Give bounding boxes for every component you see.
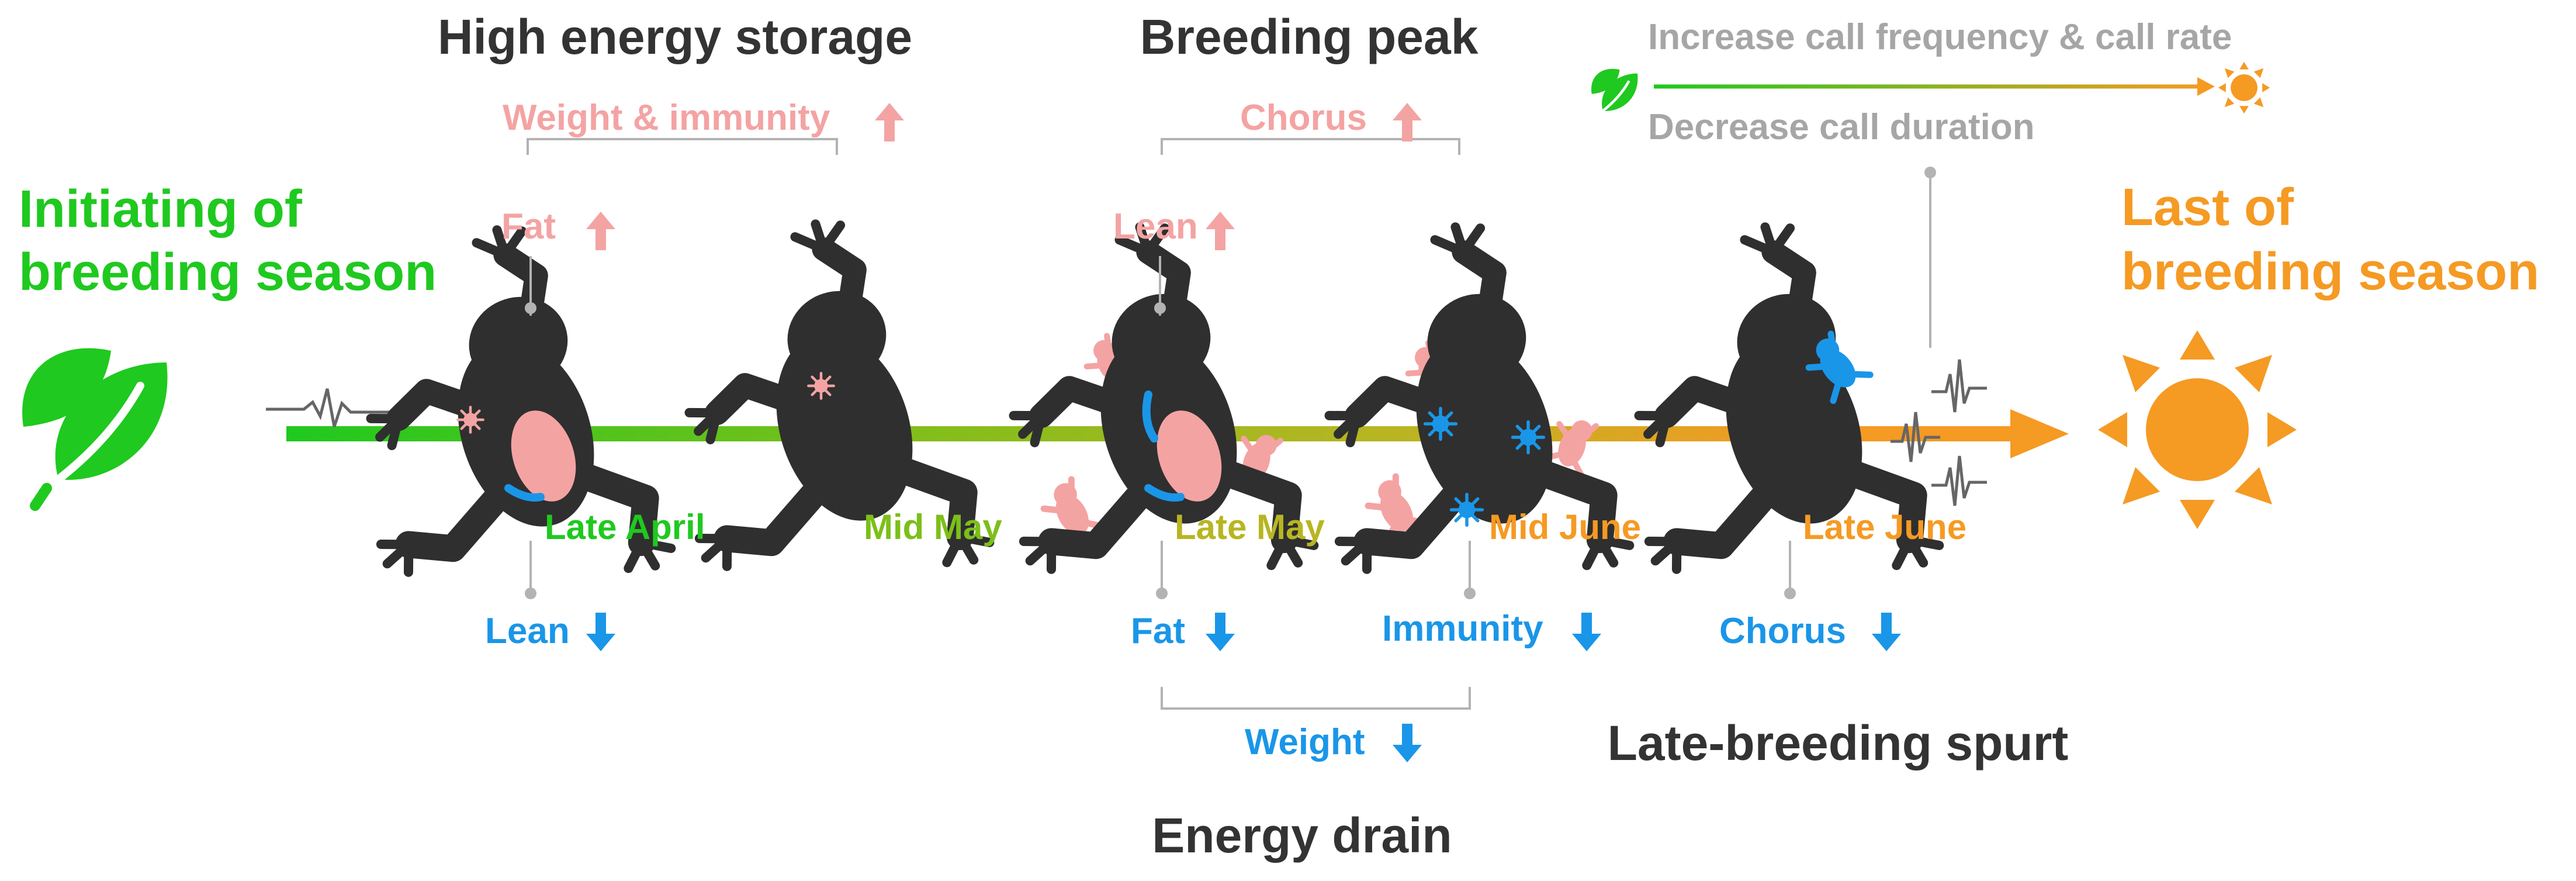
down-arrow-icon [1393, 724, 1422, 762]
heading-high-energy-storage: High energy storage [438, 9, 912, 64]
call-waveform-end-2 [1931, 359, 1987, 413]
down-arrow-icon [1872, 613, 1901, 651]
decrease-immunity: Immunity [1382, 609, 1543, 649]
legend-arrow-head [2197, 77, 2215, 96]
frog-mid-june [1258, 206, 1633, 641]
frog-late-april [300, 209, 675, 644]
down-arrow-icon [1572, 613, 1601, 651]
down-arrow-icon [586, 613, 615, 651]
up-arrow-icon [1206, 212, 1235, 250]
call-waveform-start [266, 388, 397, 427]
legend-increase-call: Increase call frequency & call rate [1648, 17, 2232, 57]
heading-breeding-peak: Breeding peak [1140, 9, 1479, 64]
heading-energy-drain: Energy drain [1152, 808, 1452, 863]
increase-lean: Lean [1113, 206, 1198, 247]
month-label-mid-may: Mid May [864, 507, 1002, 547]
increase-chorus: Chorus [1240, 98, 1367, 138]
frog-late-june [1568, 206, 1943, 641]
increase-fat: Fat [501, 206, 556, 247]
start-label-line2: breeding season [19, 243, 437, 302]
month-label-late-april: Late April [545, 507, 705, 547]
decrease-lean: Lean [485, 611, 570, 651]
decrease-fat: Fat [1131, 611, 1185, 651]
up-arrow-icon [586, 212, 615, 250]
legend-leaf-icon [1591, 68, 1638, 118]
up-arrow-icon [1393, 103, 1422, 141]
month-label-mid-june: Mid June [1489, 507, 1641, 547]
frog-mid-may [618, 203, 993, 638]
connector-dots [525, 167, 1936, 599]
call-waveform-end-3 [1931, 455, 1987, 506]
legend-sun-icon [2218, 61, 2270, 114]
month-label-late-may: Late May [1175, 507, 1325, 547]
increase-weight-immunity: Weight & immunity [503, 98, 830, 138]
down-arrow-icon [1206, 613, 1235, 651]
start-label-line1: Initiating of [19, 180, 303, 239]
frog-late-may [943, 206, 1318, 641]
sun-icon [2098, 330, 2297, 529]
decrease-weight: Weight [1245, 722, 1365, 762]
heading-late-breeding-spurt: Late-breeding spurt [1608, 716, 2069, 771]
up-arrow-icon [875, 103, 904, 141]
end-label-line1: Last of [2121, 178, 2294, 237]
leaf-icon [22, 348, 168, 511]
month-label-late-june: Late June [1803, 507, 1966, 547]
timeline-arrow-head [2010, 409, 2069, 458]
decrease-chorus: Chorus [1719, 611, 1846, 651]
legend-decrease-duration: Decrease call duration [1648, 107, 2035, 147]
end-label-line2: breeding season [2121, 243, 2539, 301]
call-waveform-end-1 [1891, 412, 1940, 462]
